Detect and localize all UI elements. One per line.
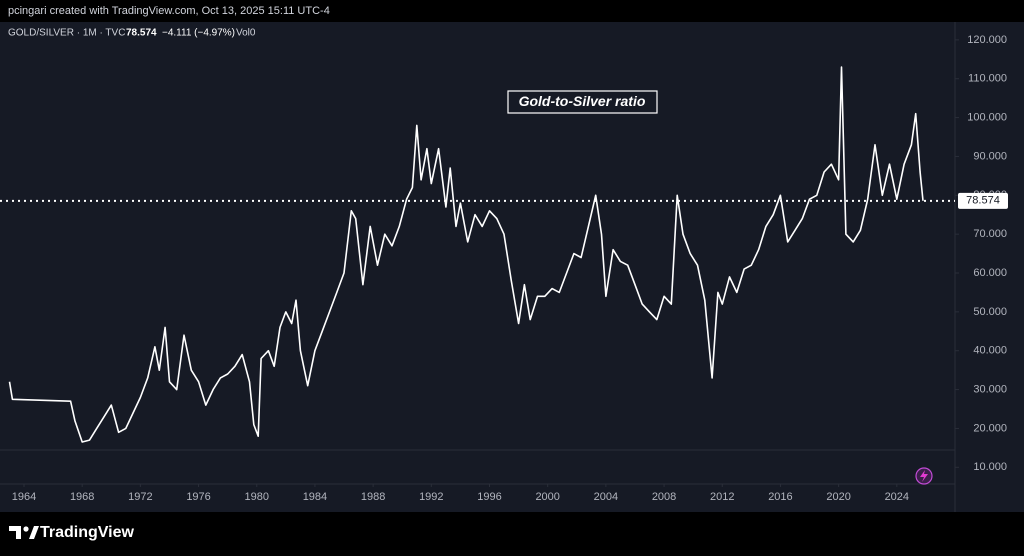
logo-dot (23, 526, 29, 532)
annotation-box (507, 90, 658, 114)
y-tick-label: 20.000 (973, 422, 1007, 434)
x-tick-label: 2024 (885, 491, 909, 503)
x-tick-label: 1984 (303, 491, 327, 503)
x-tick-label: 1964 (12, 491, 36, 503)
x-tick-label: 2000 (535, 491, 559, 503)
legend-change: −4.111 (−4.97%) (162, 28, 235, 39)
y-tick-label: 10.000 (973, 461, 1007, 473)
legend-symbol: GOLD/SILVER · 1M · TVC (8, 28, 125, 39)
annotation: Gold-to-Silver ratio (519, 93, 646, 109)
x-tick-label: 1976 (186, 491, 210, 503)
x-tick-label: 1972 (128, 491, 152, 503)
y-tick-label: 100.000 (967, 111, 1007, 123)
x-tick-label: 2008 (652, 491, 676, 503)
x-tick-label: 1992 (419, 491, 443, 503)
logo (9, 526, 39, 539)
logo-mark (9, 526, 21, 539)
y-tick-label: 120.000 (967, 34, 1007, 46)
y-tick-label: 30.000 (973, 383, 1007, 395)
x-tick-label: 1968 (70, 491, 94, 503)
header: pcingari created with TradingView.com, O… (8, 5, 330, 17)
x-tick-label: 2012 (710, 491, 734, 503)
y-tick-label: 110.000 (968, 73, 1007, 85)
last-price-label: 78.574 (966, 195, 1000, 207)
y-tick-label: 90.000 (973, 150, 1007, 162)
y-tick-label: 50.000 (973, 306, 1007, 318)
price-line (8, 66, 924, 443)
y-tick-label: 40.000 (973, 345, 1007, 357)
y-tick-label: 60.000 (973, 267, 1007, 279)
logo-slash (29, 526, 39, 539)
alert-bolt (920, 470, 928, 482)
y-tick-label: 70.000 (973, 228, 1007, 240)
x-tick-label: 2020 (826, 491, 850, 503)
x-tick-label: 1980 (245, 491, 269, 503)
legend-volume: Vol0 (236, 28, 256, 39)
x-tick-label: 2016 (768, 491, 792, 503)
x-tick-label: 2004 (594, 491, 618, 503)
last-price-tag (958, 192, 1008, 209)
x-tick-label: 1988 (361, 491, 385, 503)
legend-price: 78.574 (126, 28, 157, 39)
x-tick-label: 1996 (477, 491, 501, 503)
brand: TradingView (40, 524, 135, 541)
